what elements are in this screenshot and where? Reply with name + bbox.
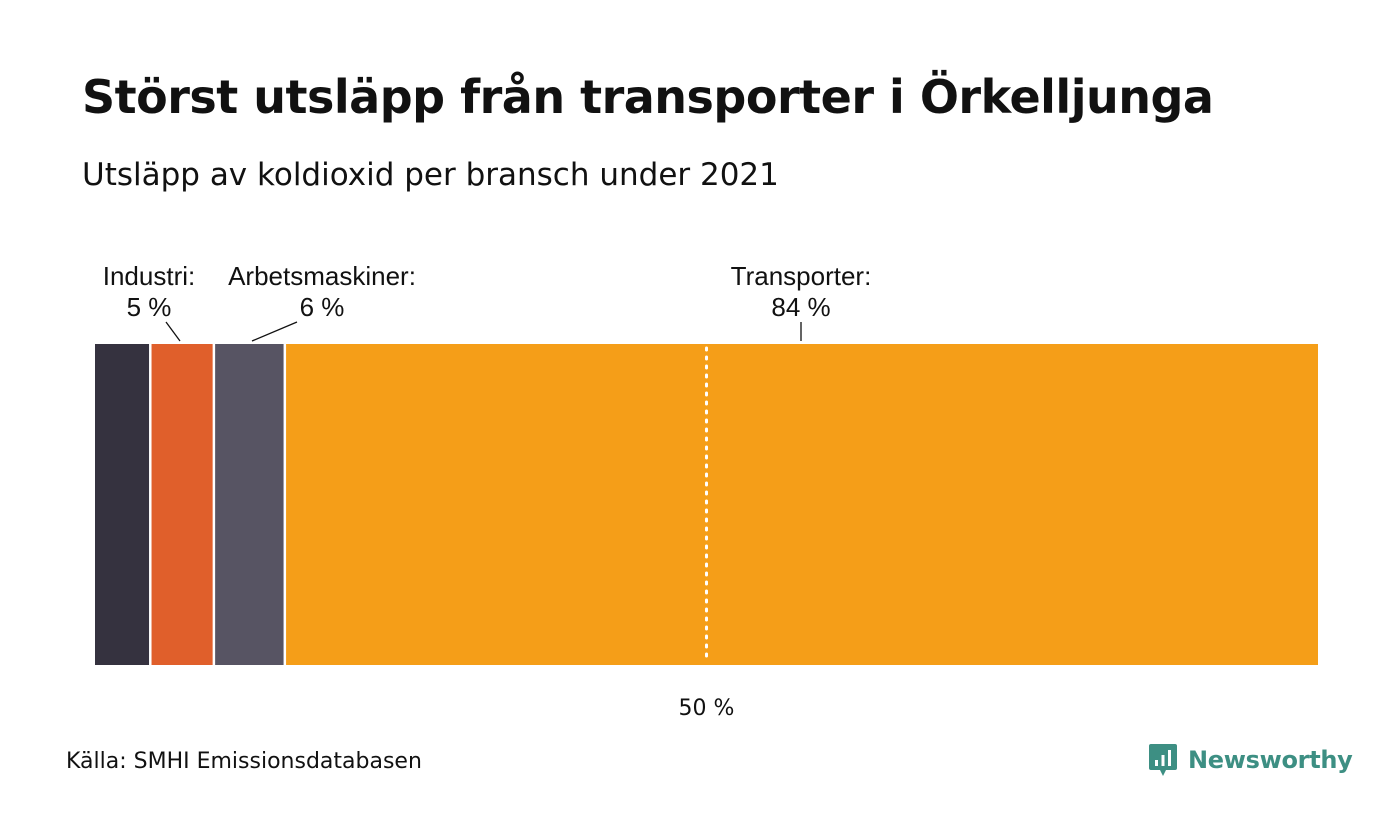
leader-line-industri: [165, 321, 181, 342]
chart-title: Störst utsläpp från transporter i Örkell…: [82, 70, 1214, 124]
value-label-transporter: 84 %: [771, 292, 830, 322]
value-label-arbetsmaskiner: 6 %: [300, 292, 345, 322]
source-note: Källa: SMHI Emissionsdatabasen: [66, 749, 422, 774]
chart-subtitle: Utsläpp av koldioxid per bransch under 2…: [82, 157, 779, 193]
label-arbetsmaskiner: Arbetsmaskiner:: [228, 261, 416, 291]
label-industri: Industri:: [103, 261, 196, 291]
brand-logo: Newsworthy: [1148, 742, 1353, 778]
bar-segment-industri: [151, 344, 213, 665]
leader-line-arbetsmaskiner: [251, 321, 298, 342]
bar-segment-transporter: [286, 344, 1319, 665]
bar-segment-övrigt: [95, 344, 150, 665]
brand-name: Newsworthy: [1188, 746, 1353, 774]
newsworthy-logo-icon: [1149, 744, 1177, 776]
reference-line-label: 50 %: [679, 696, 735, 721]
label-transporter: Transporter:: [731, 261, 872, 291]
value-label-industri: 5 %: [127, 292, 172, 322]
bar-segment-arbetsmaskiner: [215, 344, 284, 665]
